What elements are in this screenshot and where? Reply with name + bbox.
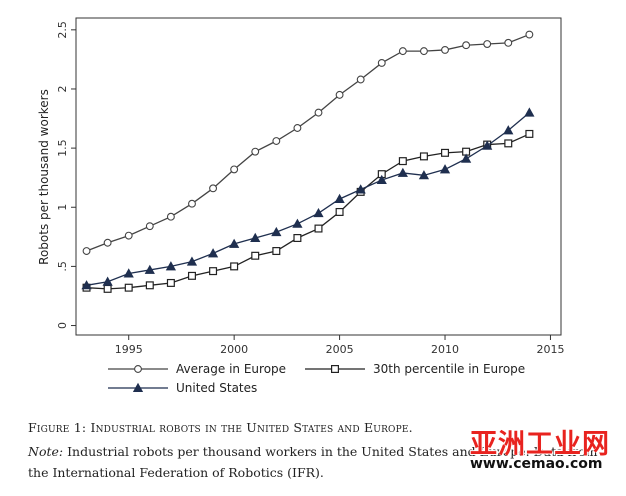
data-point <box>124 231 133 240</box>
data-point <box>398 157 407 166</box>
data-point <box>355 184 366 194</box>
data-point <box>229 238 240 248</box>
y-tick-label: 1.5 <box>56 139 69 157</box>
data-point <box>186 256 198 266</box>
legend-swatch-marker <box>331 365 340 374</box>
data-point <box>292 218 303 228</box>
legend-entry: United States <box>108 381 257 395</box>
data-point <box>103 238 112 247</box>
data-point <box>314 224 323 233</box>
series-triangle <box>81 107 535 290</box>
data-point <box>230 262 239 271</box>
legend-label: 30th percentile in Europe <box>373 362 525 376</box>
y-axis-label: Robots per thousand workers <box>37 89 51 265</box>
caption-title: Figure 1: Industrial robots in the Unite… <box>28 420 413 435</box>
series-circle <box>82 30 534 255</box>
data-point <box>207 248 219 258</box>
y-tick-label: 2 <box>56 85 69 92</box>
y-tick-label: 0 <box>56 322 69 329</box>
data-point <box>293 234 302 243</box>
data-point <box>398 47 407 56</box>
data-point <box>251 147 260 156</box>
data-point <box>145 281 154 290</box>
data-point <box>313 207 324 218</box>
figure-caption: Figure 1: Industrial robots in the Unite… <box>28 420 618 483</box>
data-point <box>460 153 472 163</box>
data-point <box>418 170 430 180</box>
data-point <box>441 45 449 54</box>
data-point <box>504 38 513 47</box>
x-tick-label: 2000 <box>220 343 248 356</box>
data-point <box>250 232 261 242</box>
data-point <box>525 30 534 39</box>
x-tick-label: 1995 <box>115 343 143 356</box>
data-point <box>123 268 134 278</box>
caption-note-label: Note: <box>28 444 64 459</box>
watermark: 亚洲工业网 www.cemao.com <box>470 422 620 478</box>
data-point <box>419 152 428 161</box>
x-tick-label: 2015 <box>536 343 564 356</box>
data-point <box>144 264 155 274</box>
series-line <box>86 33 530 252</box>
data-point <box>271 226 282 237</box>
y-tick-label: 2.5 <box>56 21 69 39</box>
chart-svg: 1995 2000 2005 2010 2015 0 .5 1 1.5 2 2.5 Robots p… <box>37 17 565 395</box>
data-point <box>441 148 450 157</box>
data-point <box>81 280 92 290</box>
plot-area <box>75 17 562 336</box>
data-point <box>103 284 112 293</box>
data-point <box>187 271 196 280</box>
data-point <box>230 165 239 174</box>
data-point <box>397 167 408 177</box>
data-point <box>272 247 281 256</box>
y-tick-label: 1 <box>56 204 69 211</box>
data-point <box>209 184 218 193</box>
data-point <box>334 193 345 203</box>
legend-swatch-marker <box>132 382 144 392</box>
data-point <box>377 58 386 67</box>
data-point <box>165 261 177 271</box>
data-point <box>376 174 387 185</box>
watermark-url: www.cemao.com <box>470 456 603 472</box>
x-tick-label: 2010 <box>431 343 459 356</box>
data-point <box>102 276 113 286</box>
data-point <box>251 251 260 260</box>
data-point <box>439 164 451 174</box>
data-point <box>503 125 514 135</box>
caption-note: Note: Industrial robots per thousand wor… <box>28 441 618 483</box>
legend: Average in Europe 30th percentile in Euro… <box>108 362 525 395</box>
data-point <box>82 247 91 255</box>
legend-swatch-marker <box>134 365 142 373</box>
data-point <box>525 129 534 138</box>
data-point <box>314 108 323 117</box>
legend-label: United States <box>176 381 257 395</box>
watermark-brand: 亚洲工业网 <box>470 429 610 460</box>
legend-entry: Average in Europe <box>108 362 286 376</box>
data-point <box>166 278 175 287</box>
data-point <box>462 41 471 50</box>
x-tick-label: 2005 <box>326 343 354 356</box>
data-point <box>356 75 365 84</box>
y-tick-label: .5 <box>56 261 69 272</box>
data-point <box>335 90 344 99</box>
data-point <box>335 207 344 216</box>
series-line <box>86 133 530 290</box>
data-point <box>124 283 133 292</box>
legend-entry: 30th percentile in Europe <box>305 362 525 376</box>
series-line <box>86 112 530 286</box>
data-point <box>166 212 175 221</box>
data-point <box>209 267 218 276</box>
data-point <box>419 47 428 56</box>
data-point <box>504 139 513 148</box>
data-point <box>272 137 281 145</box>
data-point <box>524 107 535 117</box>
data-point <box>482 140 493 150</box>
data-point <box>145 222 154 231</box>
legend-label: Average in Europe <box>176 362 286 376</box>
data-point <box>188 199 196 208</box>
data-point <box>293 124 302 132</box>
data-point <box>483 40 492 48</box>
caption-note-text: Industrial robots per thousand workers i… <box>28 444 598 480</box>
